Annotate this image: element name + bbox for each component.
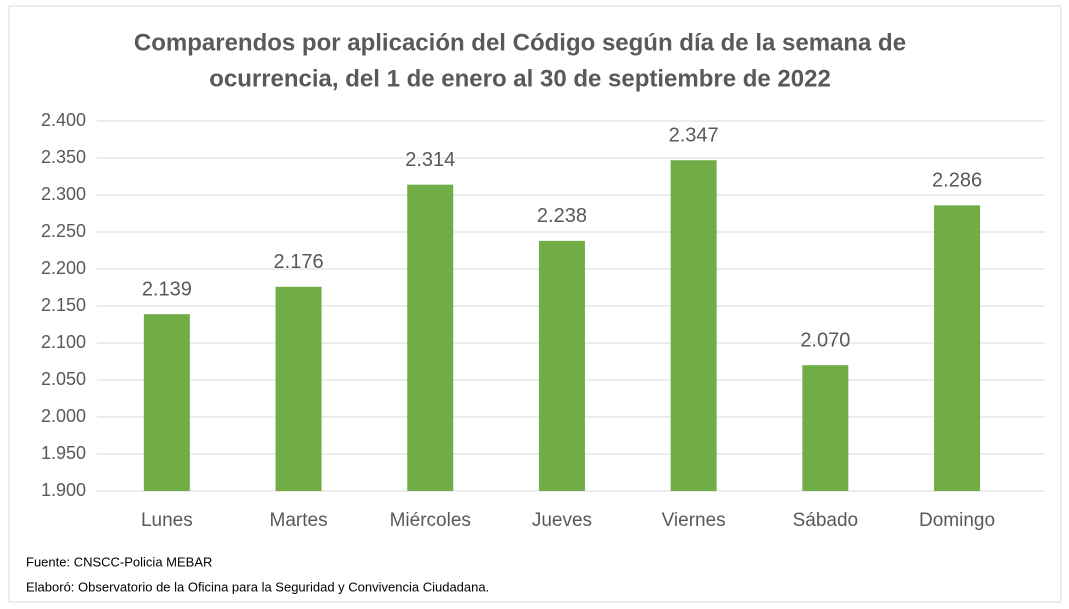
chart-border — [8, 5, 1062, 603]
bar — [407, 184, 454, 491]
bar — [275, 286, 322, 491]
bar — [934, 205, 981, 492]
y-tick-label: 2.350 — [41, 147, 86, 167]
y-tick-label: 1.900 — [41, 480, 86, 500]
x-tick-label: Domingo — [919, 510, 995, 531]
y-tick-label: 2.200 — [41, 258, 86, 278]
y-tick-label: 2.050 — [41, 369, 86, 389]
y-tick-label: 2.150 — [41, 295, 86, 315]
y-tick-label: 1.950 — [41, 443, 86, 463]
x-tick-label: Lunes — [141, 510, 193, 531]
data-label: 2.347 — [669, 125, 719, 147]
credit-note: Elaboró: Observatorio de la Oficina para… — [26, 579, 489, 594]
x-tick-label: Martes — [270, 510, 328, 531]
y-tick-label: 2.250 — [41, 221, 86, 241]
data-label: 2.314 — [405, 149, 455, 171]
chart-title: Comparendos por aplicación del Código se… — [134, 29, 906, 56]
bar — [802, 365, 849, 491]
y-tick-label: 2.000 — [41, 406, 86, 426]
bar — [143, 314, 190, 491]
y-tick-label: 2.300 — [41, 184, 86, 204]
x-tick-label: Miércoles — [390, 510, 471, 531]
x-tick-label: Viernes — [662, 510, 726, 531]
x-tick-label: Jueves — [532, 510, 592, 531]
bar — [538, 240, 585, 491]
source-note: Fuente: CNSCC-Policia MEBAR — [26, 554, 212, 569]
data-label: 2.139 — [142, 278, 192, 300]
data-label: 2.176 — [274, 251, 324, 273]
data-label: 2.238 — [537, 205, 587, 227]
chart-title: ocurrencia, del 1 de enero al 30 de sept… — [209, 65, 831, 92]
data-label: 2.070 — [800, 329, 850, 351]
y-tick-label: 2.100 — [41, 332, 86, 352]
bar — [670, 160, 717, 491]
data-label: 2.286 — [932, 170, 982, 192]
y-tick-label: 2.400 — [41, 110, 86, 130]
x-tick-label: Sábado — [793, 510, 859, 531]
